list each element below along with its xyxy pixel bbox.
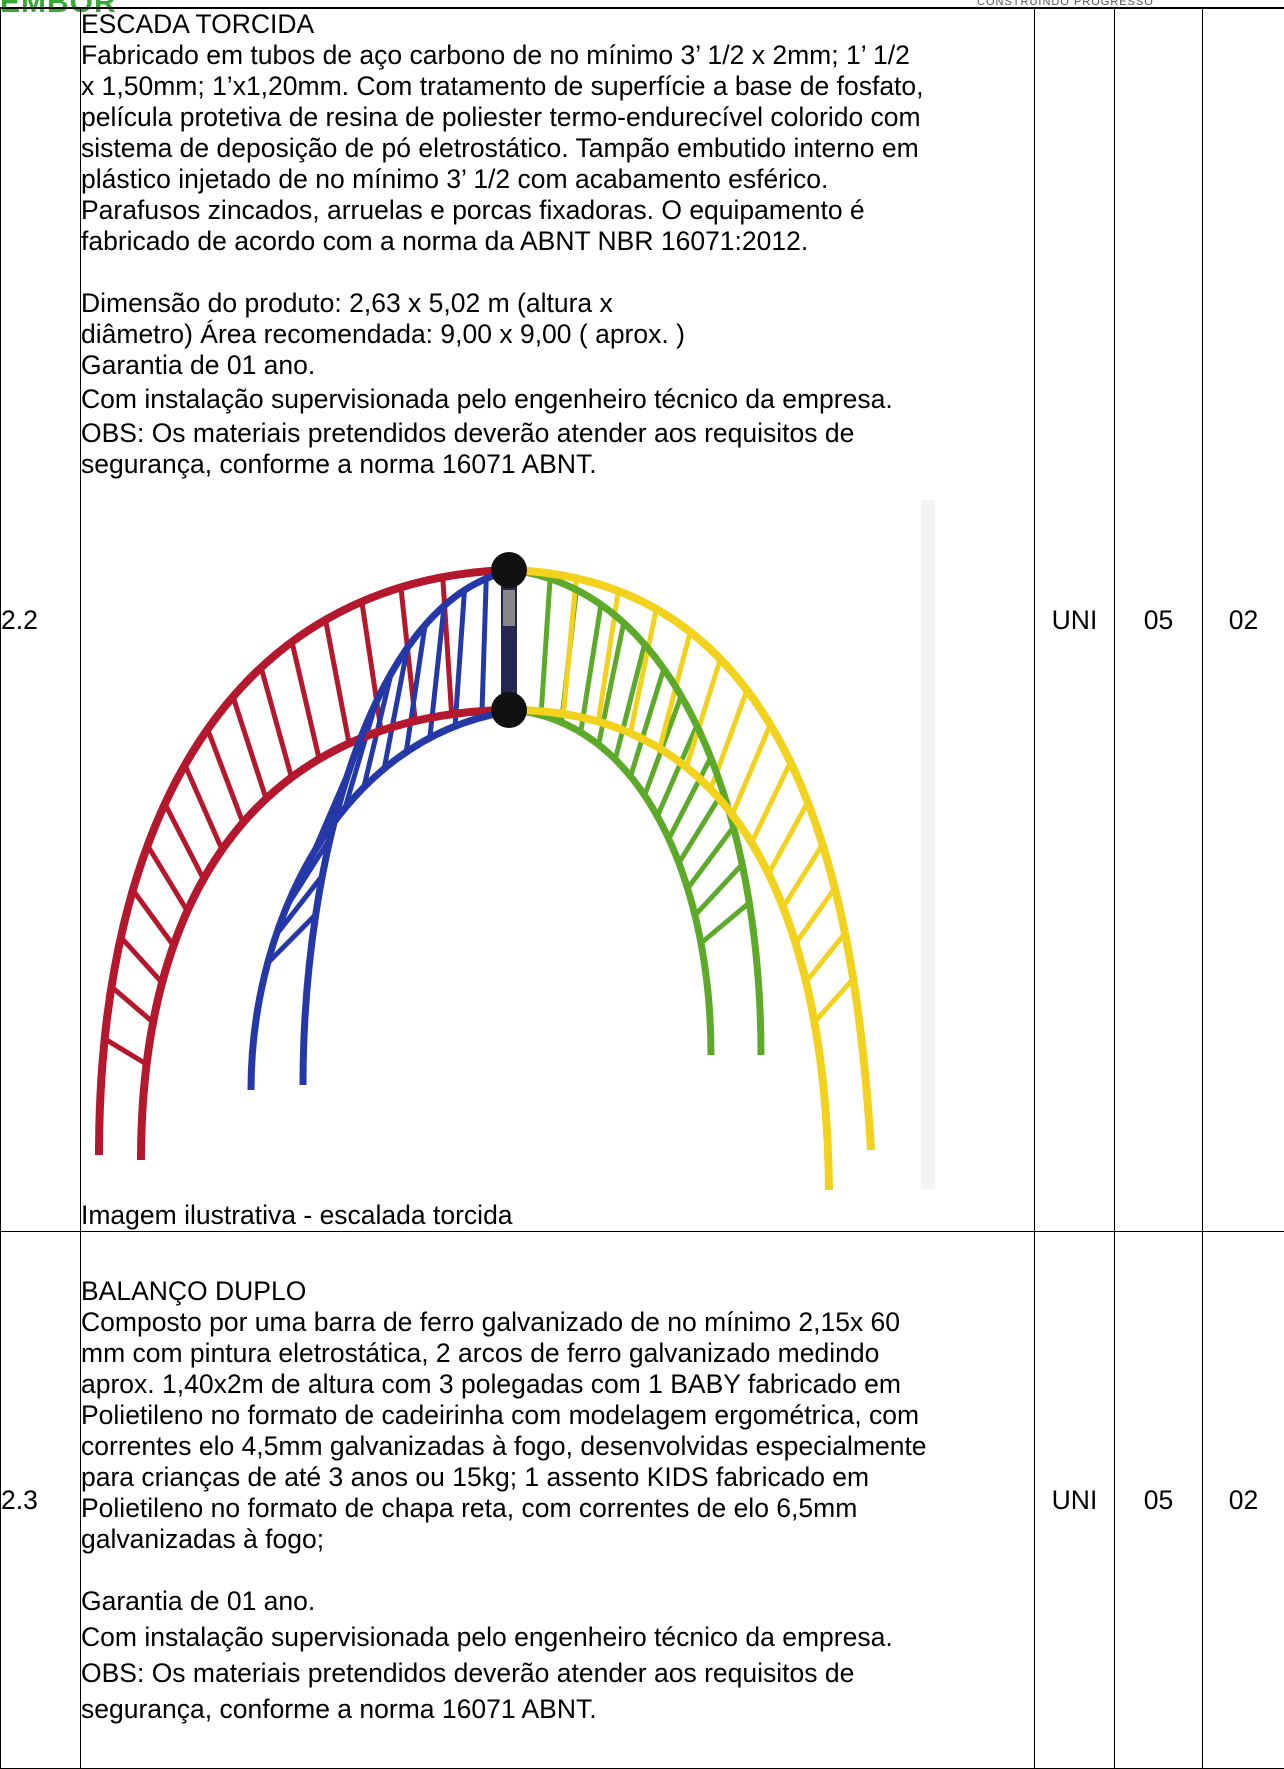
ladder-rung <box>781 843 825 909</box>
dimension-text: Dimensão do produto: 2,63 x 5,02 m (altu… <box>81 288 1034 480</box>
dimension-line: diâmetro) Área recomendada: 9,00 x 9,00 … <box>81 319 685 349</box>
ladder-rung <box>729 723 773 816</box>
ladder-rung <box>119 935 164 985</box>
ladder-rung <box>578 604 604 733</box>
description-text: Composto por uma barra de ferro galvaniz… <box>81 1307 1034 1555</box>
table-row: 2.2 ESCADA TORCIDA Fabricado em tubos de… <box>0 8 1284 1232</box>
climbing-arch-illustration <box>95 500 935 1191</box>
description-line: Composto por uma barra de ferro galvaniz… <box>81 1306 901 1337</box>
ladder-rung <box>323 619 352 744</box>
spec-table: 2.2 ESCADA TORCIDA Fabricado em tubos de… <box>0 8 1284 1769</box>
description-line: x 1,50mm; 1’x1,20mm. Com tratamento de s… <box>81 71 924 101</box>
description-line: plástico injetado de no mínimo 3’ 1/2 co… <box>81 164 829 194</box>
description-line: Parafusos zincados, arruelas e porcas fi… <box>81 195 865 225</box>
ladder-rung <box>109 984 155 1025</box>
item-title: BALANÇO DUPLO <box>81 1275 307 1306</box>
quantity-cell: 05 <box>1114 1231 1203 1769</box>
ladder-rung <box>381 647 410 770</box>
ladder-rung <box>685 825 736 890</box>
description-line: mm com pintura eletrostática, 2 arcos de… <box>81 1337 880 1368</box>
dimension-line: Dimensão do produto: 2,63 x 5,02 m (altu… <box>81 288 613 318</box>
image-caption: Imagem ilustrativa - escalada torcida <box>81 1200 513 1230</box>
quantity2-cell: 02 <box>1202 1231 1284 1769</box>
unit-cell: UNI <box>1034 8 1115 1232</box>
quantity2-cell: 02 <box>1202 8 1284 1232</box>
description-line: fabricado de acordo com a norma da ABNT … <box>81 226 809 256</box>
ladder-rung <box>162 802 206 881</box>
product-image <box>81 500 935 1200</box>
obs-line: OBS: Os materiais pretendidos deverão at… <box>81 418 855 448</box>
ladder-rung <box>749 761 793 844</box>
warranty-line: Garantia de 01 ano. <box>81 1585 316 1616</box>
ladder-rung <box>182 763 225 851</box>
ladder-rung <box>560 577 579 715</box>
ladder-rung <box>452 590 467 727</box>
ladder-rung <box>440 576 455 715</box>
ladder-rung <box>258 666 294 779</box>
ladder-rung <box>403 624 428 753</box>
obs-line: segurança, conforme a norma 16071 ABNT. <box>81 1693 597 1724</box>
ladder-rung <box>766 801 810 875</box>
ladder-rung <box>289 641 322 760</box>
ladder-rung <box>103 1036 148 1067</box>
description-text: Fabricado em tubos de aço carbono de no … <box>81 40 1034 257</box>
ladder-rung <box>145 844 190 913</box>
ladder-rung <box>666 756 713 840</box>
description-line: para crianças de até 3 anos ou 15kg; 1 a… <box>81 1461 870 1492</box>
ladder-rung <box>628 668 667 778</box>
ladder-rung <box>359 601 384 732</box>
ladder-rung <box>612 643 648 761</box>
obs-line: segurança, conforme a norma 16071 ABNT. <box>81 449 597 479</box>
ladder-rung <box>693 862 745 917</box>
ladder-rung <box>538 578 553 716</box>
description-line: sistema de deposição de pó eletrostático… <box>81 133 919 163</box>
description-line: Fabricado em tubos de aço carbono de no … <box>81 40 910 70</box>
header-divider <box>0 7 1284 8</box>
ladder-rung <box>676 790 726 865</box>
header-tagline: CONSTRUINDO PROGRESSO <box>977 0 1154 8</box>
ladder-rung <box>684 658 723 768</box>
ladder-rung <box>230 695 269 800</box>
item-description: ESCADA TORCIDA Fabricado em tubos de aço… <box>80 8 1035 1232</box>
ladder-rung <box>812 977 856 1024</box>
description-line: galvanizadas à fogo; <box>81 1523 325 1554</box>
ladder-rung <box>655 724 700 818</box>
item-description: BALANÇO DUPLO Composto por uma barra de … <box>80 1231 1035 1769</box>
ladder-rung <box>205 728 246 824</box>
ladder-rung <box>130 888 176 948</box>
unit-cell: UNI <box>1034 1231 1115 1769</box>
ladder-rung <box>627 608 659 734</box>
table-row: 2.3 BALANÇO DUPLO Composto por uma barra… <box>0 1231 1284 1769</box>
installation-line: Com instalação supervisionada pelo engen… <box>81 1621 893 1652</box>
description-line: película protetiva de resina de polieste… <box>81 102 921 132</box>
warranty-text: Garantia de 01 ano. Com instalação super… <box>81 1586 1034 1725</box>
ladder-rung <box>699 900 751 946</box>
ladder-rung <box>274 874 325 937</box>
item-title: ESCADA TORCIDA <box>81 9 315 39</box>
ladder-rung <box>793 886 837 945</box>
description-line: aprox. 1,40x2m de altura com 3 polegadas… <box>81 1368 901 1399</box>
item-number: 2.2 <box>0 8 81 1232</box>
obs-line: OBS: Os materiais pretendidos deverão at… <box>81 1657 855 1688</box>
description-line: correntes elo 4,5mm galvanizadas à fogo,… <box>81 1430 927 1461</box>
ladder-rung <box>479 578 489 718</box>
description-line: Polietileno no formato de chapa reta, co… <box>81 1492 858 1523</box>
item-number: 2.3 <box>0 1231 81 1769</box>
warranty-line: Garantia de 01 ano. <box>81 350 316 380</box>
installation-line: Com instalação supervisionada pelo engen… <box>81 384 893 414</box>
description-line: Polietileno no formato de cadeirinha com… <box>81 1399 920 1430</box>
ladder-rung <box>804 931 847 984</box>
ladder-rung <box>265 912 318 965</box>
quantity-cell: 05 <box>1114 8 1203 1232</box>
